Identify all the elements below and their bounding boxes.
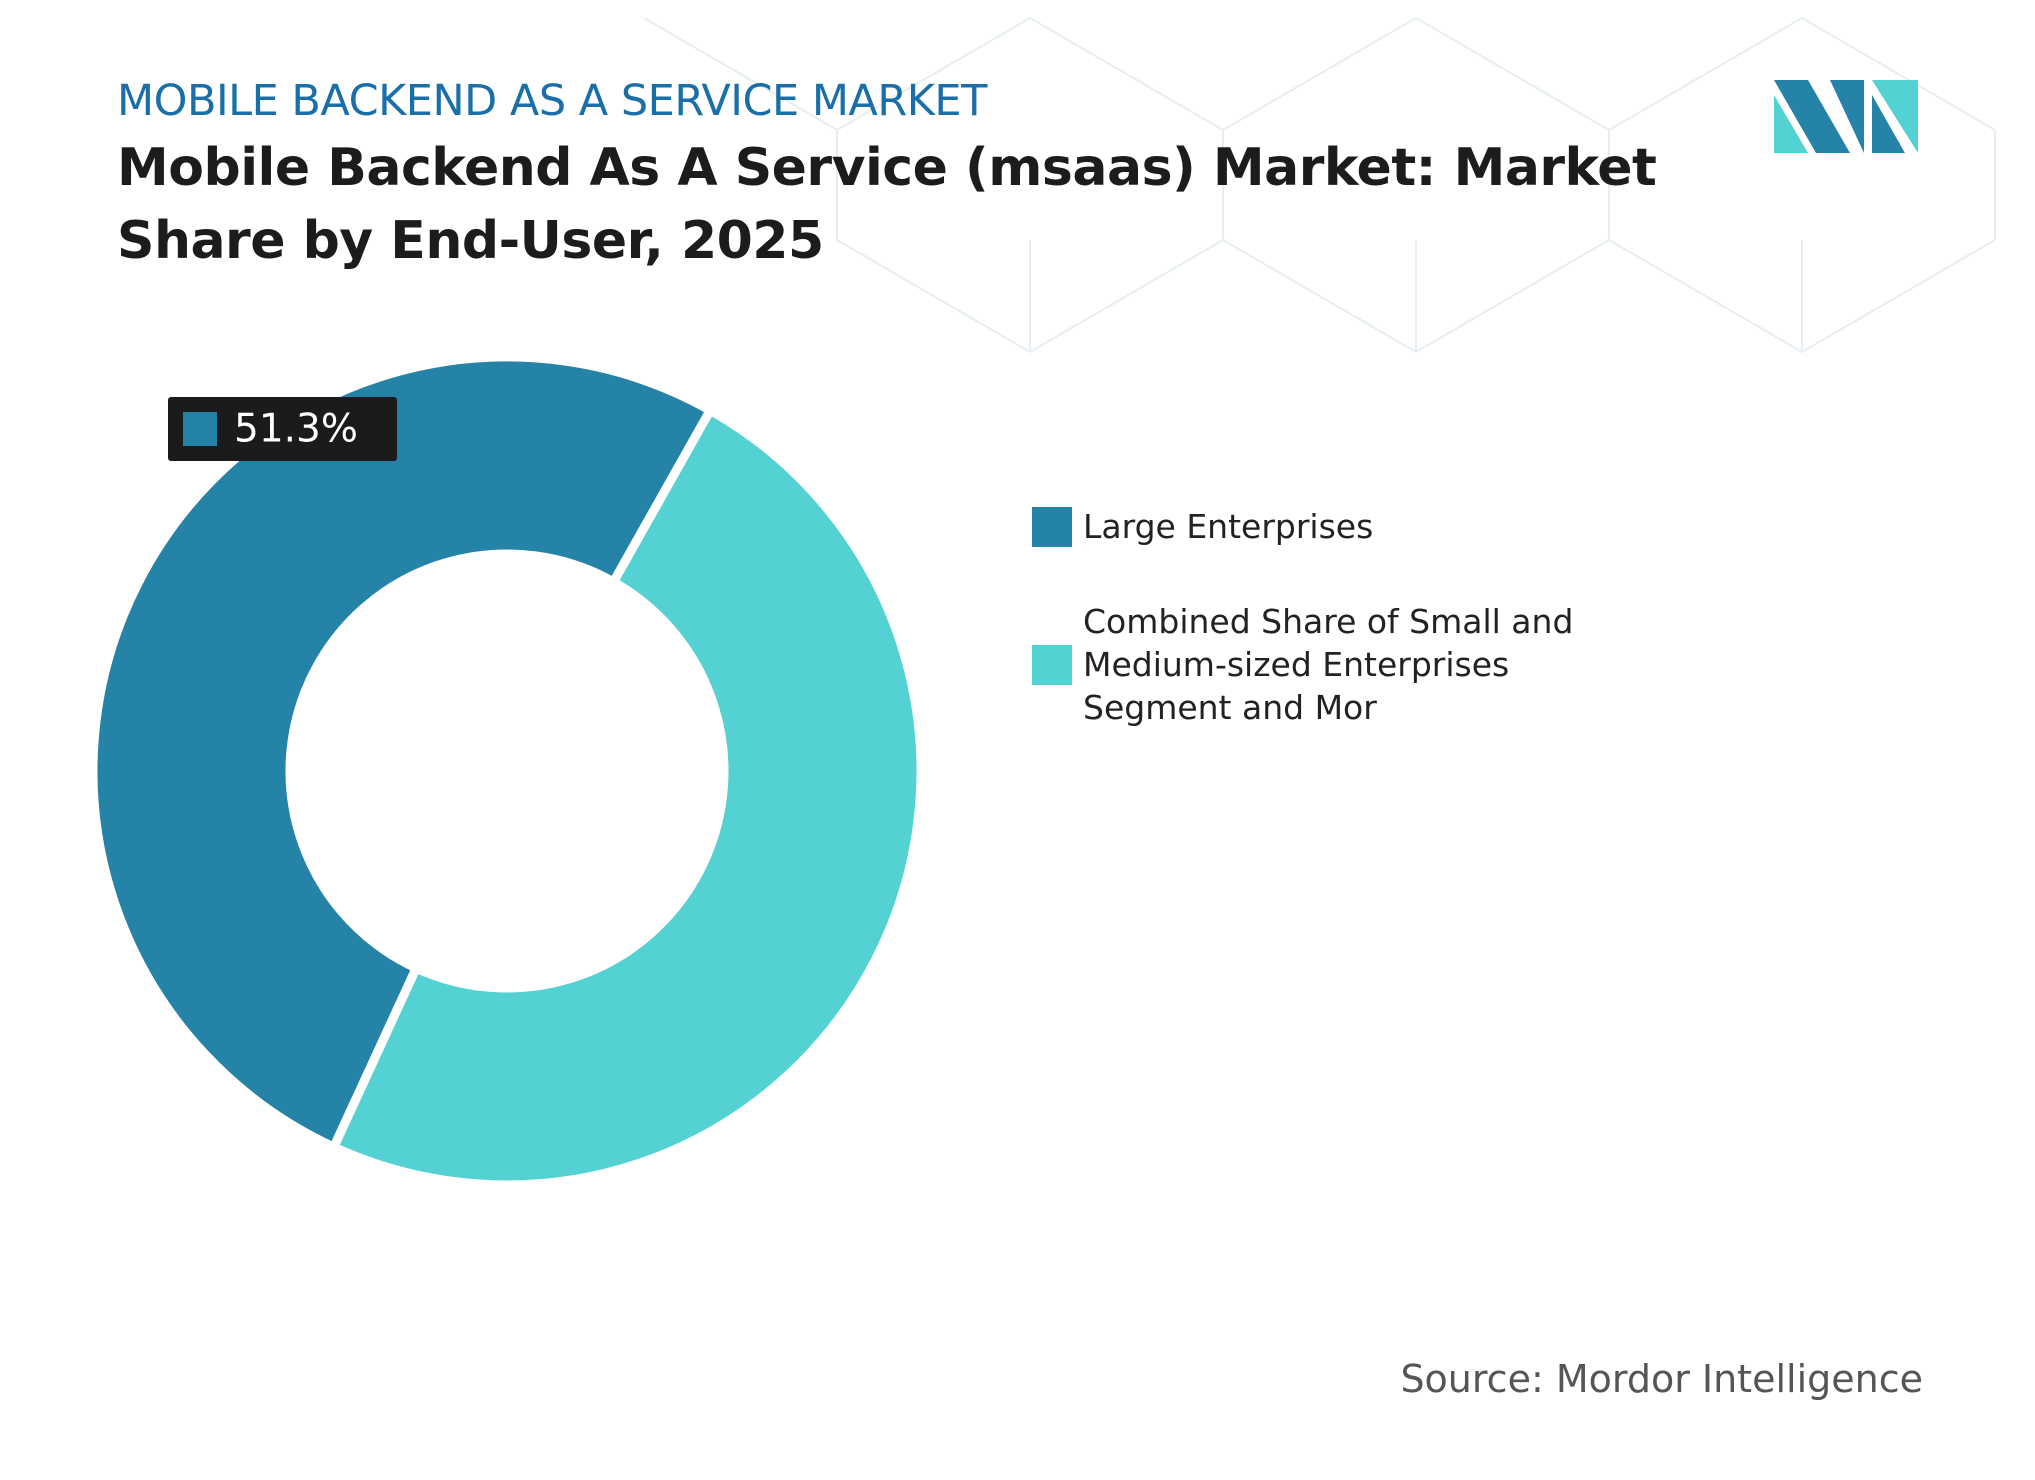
donut (88, 352, 926, 1190)
data-label: 51.3% (234, 407, 358, 452)
legend-label: Large Enterprises (1083, 507, 1374, 546)
chart-title: Mobile Backend As A Service (msaas) Mark… (117, 138, 1657, 271)
data-label-box (168, 397, 397, 461)
donut-segment (327, 404, 926, 1190)
source: Source: Mordor Intelligence (1400, 1357, 1923, 1401)
legend-item: Combined Share of Small and Medium-sized… (1032, 600, 1653, 729)
background-pattern (643, 16, 1996, 354)
legend-item: Large Enterprises (1032, 505, 1653, 548)
donut-segment (88, 352, 717, 1154)
data-label-swatch (183, 412, 217, 446)
data-labels: 51.3% (168, 397, 397, 461)
legend-label: Combined Share of Small and Medium-sized… (1083, 602, 1574, 727)
legend-swatch (1032, 506, 1072, 547)
logo (1774, 80, 1918, 153)
supertitle: MOBILE BACKEND AS A SERVICE MARKET (117, 76, 987, 126)
legend-swatch (1032, 644, 1072, 685)
